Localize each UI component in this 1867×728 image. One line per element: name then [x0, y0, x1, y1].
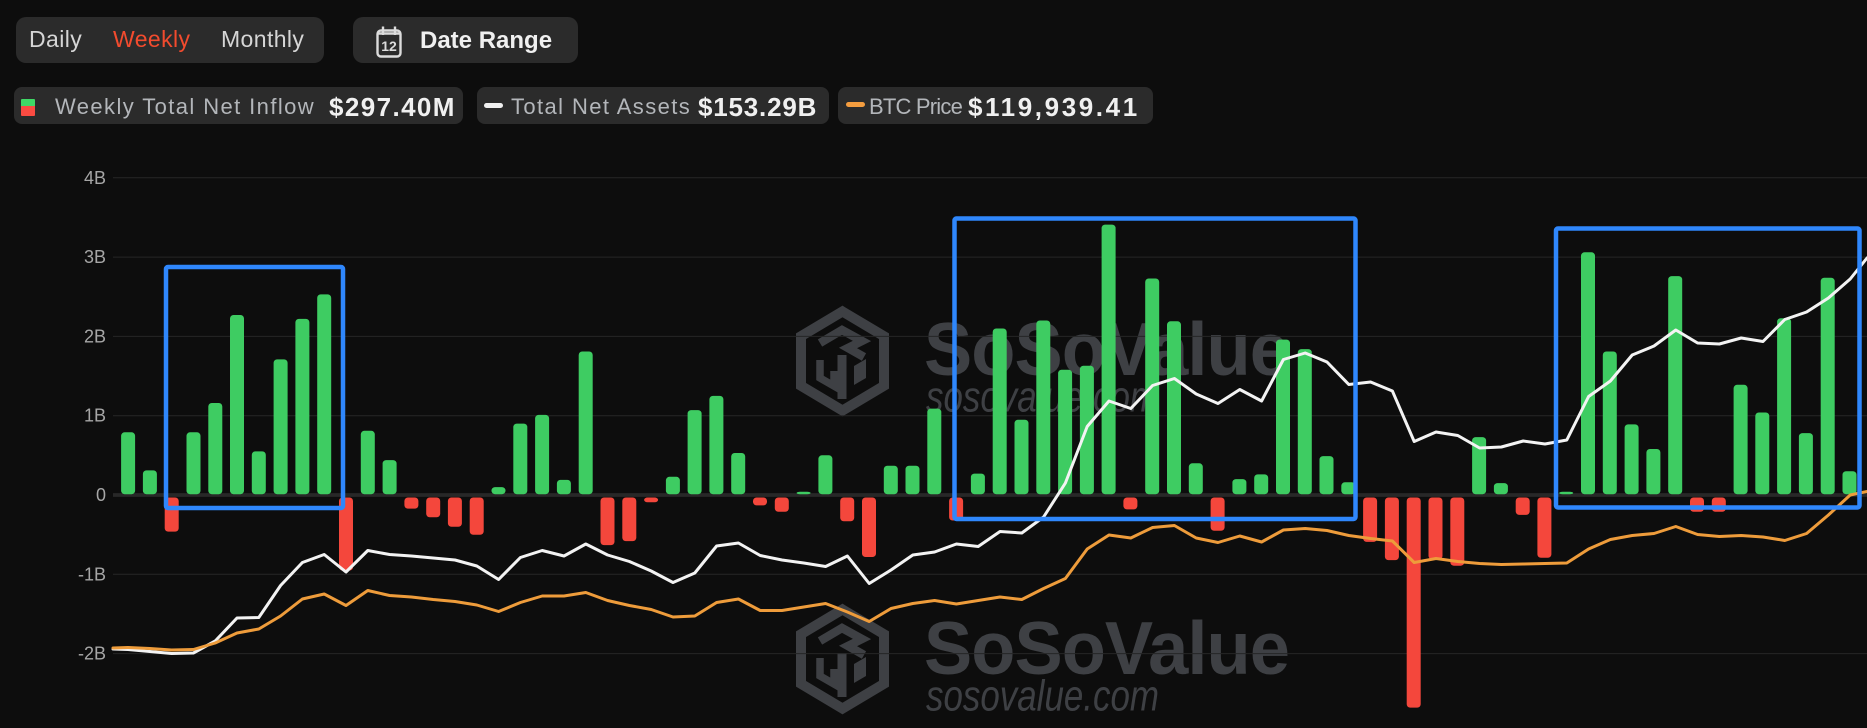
svg-text:12: 12: [381, 38, 397, 54]
svg-text:1B: 1B: [84, 406, 106, 426]
svg-text:2B: 2B: [84, 326, 106, 346]
svg-text:0: 0: [96, 485, 106, 505]
svg-text:3B: 3B: [84, 247, 106, 267]
svg-text:SoSoValue: SoSoValue: [924, 606, 1289, 690]
svg-text:sosovalue.com: sosovalue.com: [926, 672, 1159, 721]
svg-text:-1B: -1B: [78, 564, 106, 584]
svg-text:4B: 4B: [84, 168, 106, 188]
svg-text:-2B: -2B: [78, 644, 106, 664]
